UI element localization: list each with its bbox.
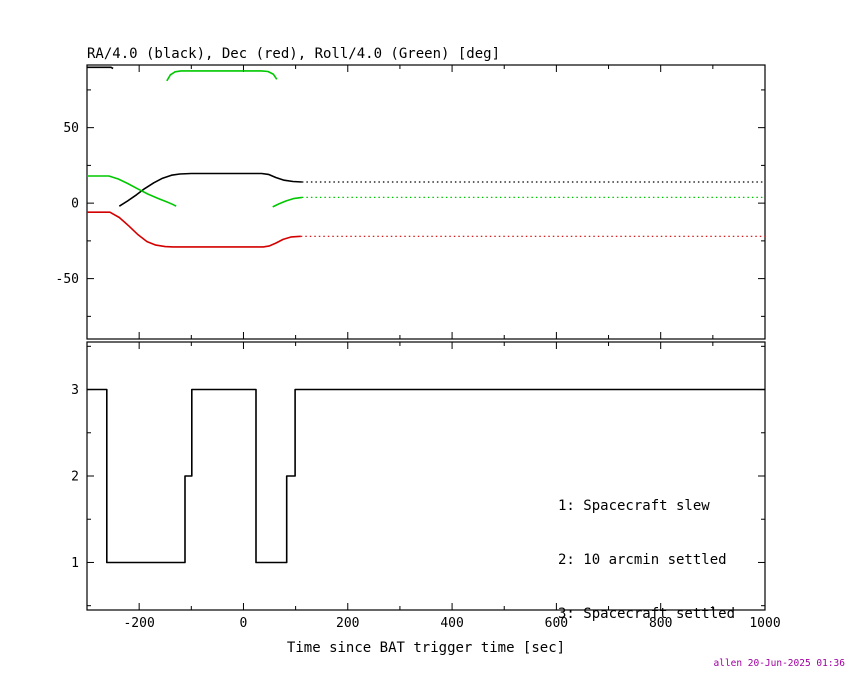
y-tick-label: 0 xyxy=(71,197,79,212)
x-tick-label: 1000 xyxy=(749,616,780,631)
y-tick-label: 2 xyxy=(71,470,79,485)
series-dec-red xyxy=(87,211,301,248)
series-ra-4-0-black xyxy=(118,172,302,207)
top-panel-border xyxy=(86,64,766,340)
plot-credit: allen 20-Jun-2025 01:36 xyxy=(713,658,845,669)
x-tick-label: 600 xyxy=(545,616,568,631)
legend: 1: Spacecraft slew 2: 10 arcmin settled … xyxy=(558,461,735,659)
legend-line-10arcmin: 2: 10 arcmin settled xyxy=(558,552,727,568)
x-tick-label: 200 xyxy=(336,616,359,631)
series-ra-4-0-black xyxy=(87,66,114,70)
y-tick-label: 1 xyxy=(71,556,79,571)
legend-line-settled: 3: Spacecraft settled xyxy=(558,606,736,622)
series-roll-4-0-green xyxy=(272,196,303,208)
legend-line-slew: 1: Spacecraft slew xyxy=(558,498,710,514)
series-roll-4-0-green xyxy=(166,70,278,82)
x-tick-label: 800 xyxy=(649,616,672,631)
x-tick-label: 0 xyxy=(240,616,248,631)
x-tick-label: 400 xyxy=(440,616,463,631)
x-axis-label: Time since BAT trigger time [sec] xyxy=(286,640,566,656)
series-roll-4-0-green xyxy=(87,175,177,207)
y-tick-label: 50 xyxy=(63,121,79,136)
x-tick-label: -200 xyxy=(123,616,154,631)
y-tick-label: -50 xyxy=(56,272,79,287)
y-tick-label: 3 xyxy=(71,383,79,398)
series-settled-state-flag xyxy=(87,388,765,564)
chart-title: RA/4.0 (black), Dec (red), Roll/4.0 (Gre… xyxy=(87,46,501,62)
